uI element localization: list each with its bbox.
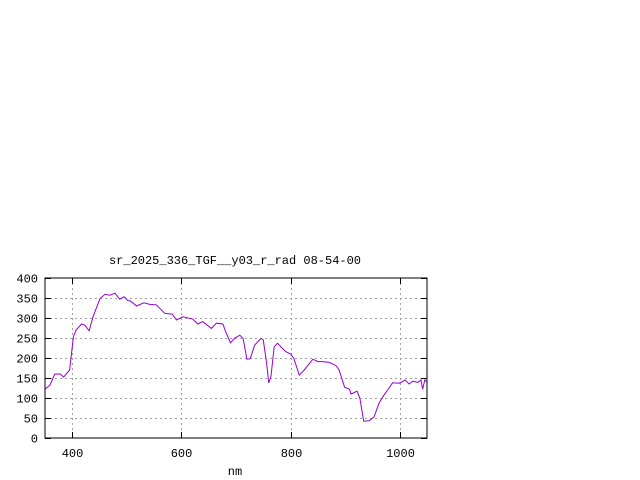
y-tick-label: 50 (24, 413, 38, 427)
y-tick-label: 250 (16, 333, 38, 347)
x-tick-label: 400 (62, 447, 84, 461)
y-tick-label: 350 (16, 293, 38, 307)
y-tick-label: 100 (16, 393, 38, 407)
plot-border (44, 277, 428, 439)
x-axis-label: nm (228, 465, 242, 479)
y-tick-label: 300 (16, 313, 38, 327)
grid (45, 278, 427, 438)
chart-title: sr_2025_336_TGF__y03_r_rad 08-54-00 (109, 254, 361, 268)
series-line (45, 292, 428, 422)
y-tick-labels: 0 50 100 150 200 250 300 350 400 (16, 273, 38, 447)
x-tick-label: 800 (281, 447, 303, 461)
x-tick-label: 600 (171, 447, 193, 461)
y-tick-label: 0 (31, 433, 38, 447)
y-tick-label: 200 (16, 353, 38, 367)
y-tick-label: 150 (16, 373, 38, 387)
x-tick-label: 1000 (386, 447, 415, 461)
y-tick-label: 400 (16, 273, 38, 287)
x-tick-labels: 400 600 800 1000 (62, 447, 415, 461)
